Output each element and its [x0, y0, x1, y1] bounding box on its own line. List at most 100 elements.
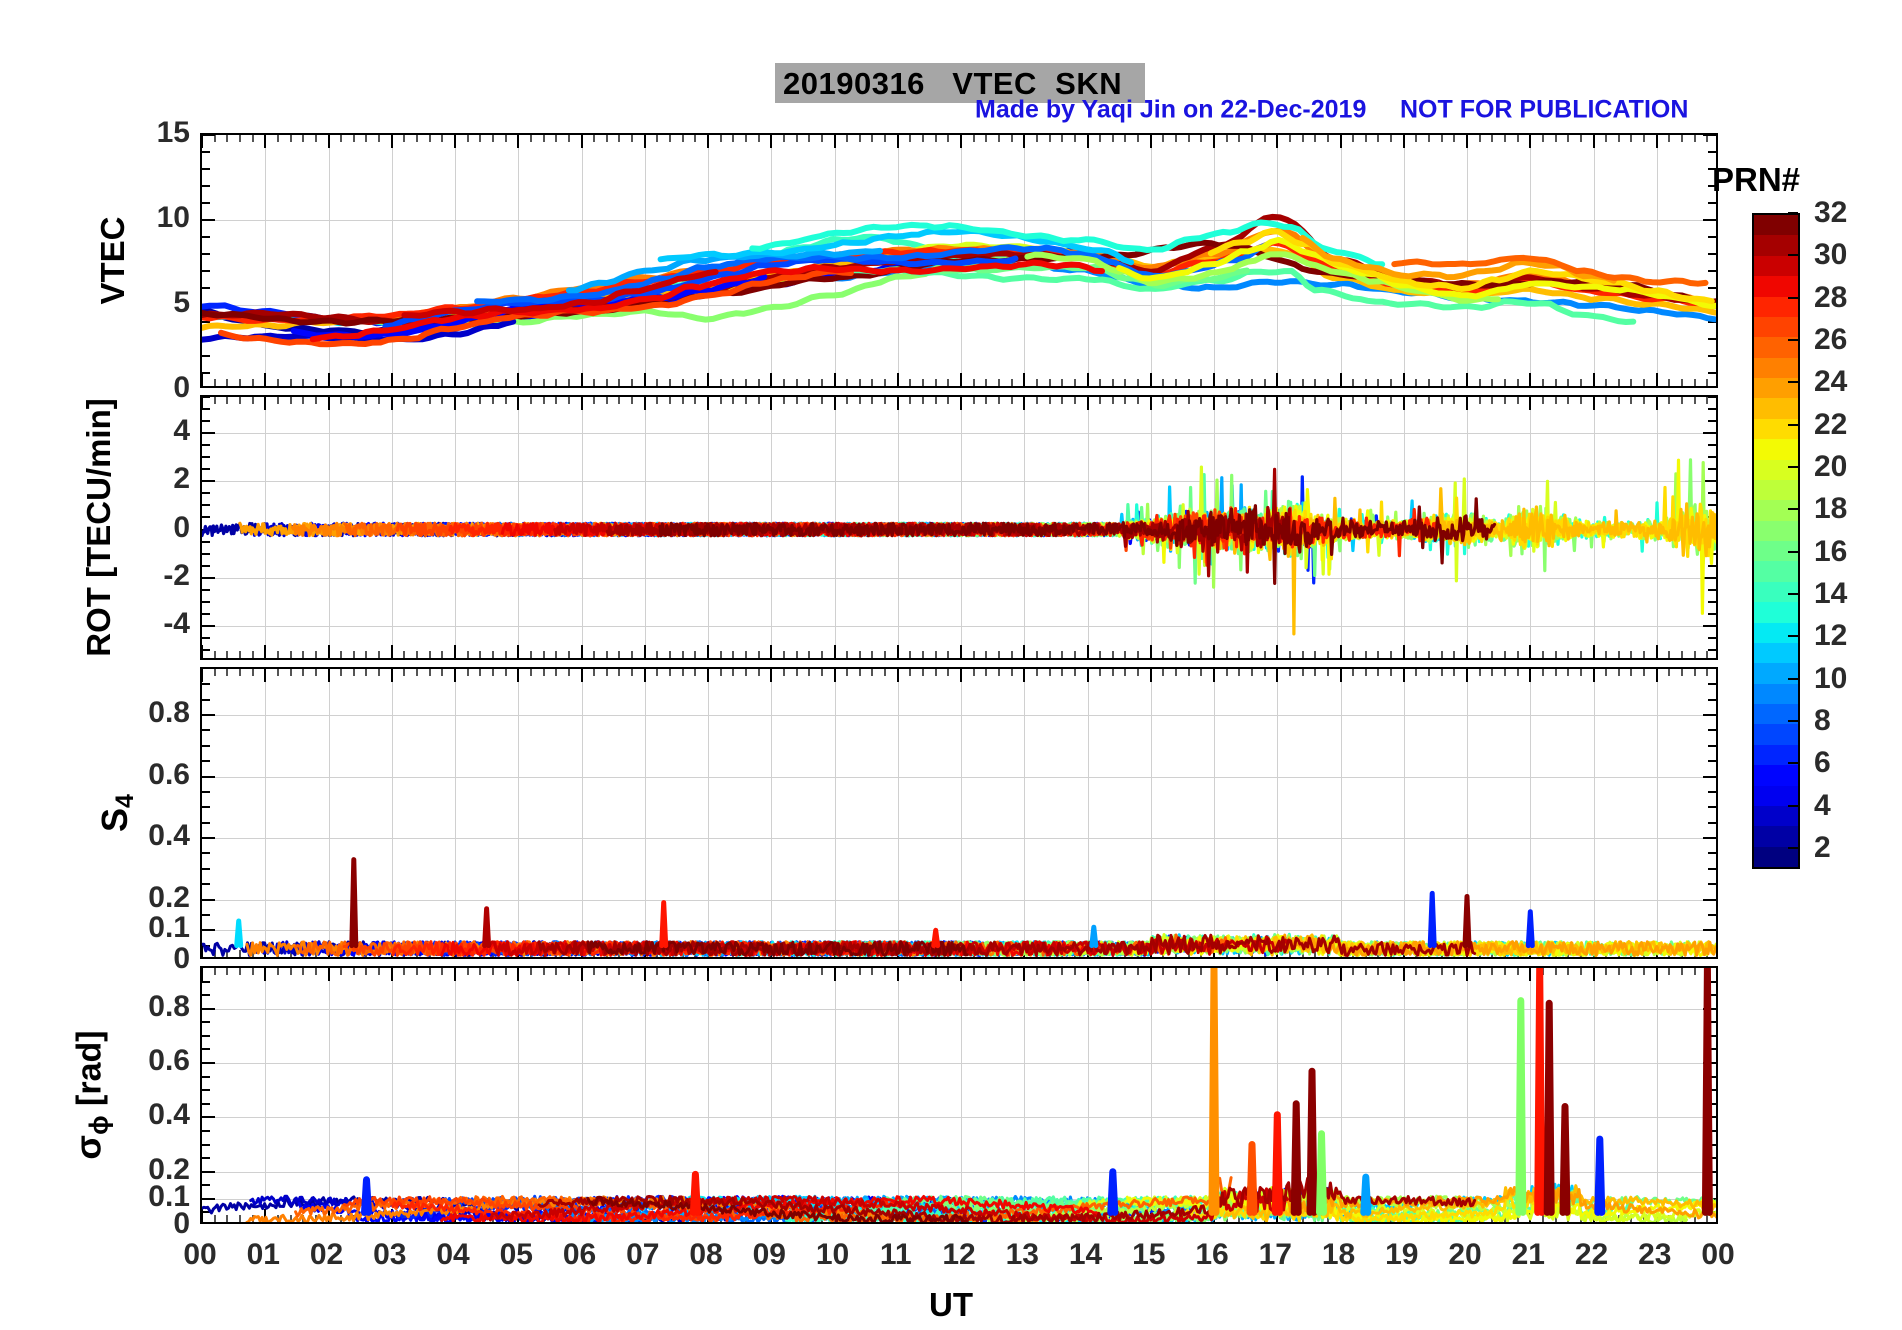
- axis-tick-minor: [1708, 287, 1716, 289]
- axis-tick: [1592, 373, 1595, 386]
- xtick-label: 18: [1321, 1238, 1356, 1271]
- axis-tick: [1086, 968, 1089, 981]
- axis-tick: [1655, 373, 1658, 386]
- xtick-label: 15: [1132, 1238, 1166, 1271]
- axis-tick-minor: [1491, 135, 1494, 142]
- axis-tick-minor: [1567, 651, 1570, 658]
- axis-tick-minor: [202, 588, 210, 591]
- axis-tick: [1339, 669, 1342, 682]
- axis-tick-minor: [846, 379, 849, 386]
- axis-tick-minor: [1708, 504, 1716, 507]
- axis-tick: [896, 135, 899, 148]
- axis-tick-minor: [314, 379, 317, 386]
- axis-tick-minor: [251, 651, 254, 658]
- axis-tick-minor: [466, 135, 469, 142]
- axis-tick-minor: [808, 669, 811, 676]
- axis-tick: [264, 1209, 267, 1222]
- axis-tick-minor: [732, 135, 735, 142]
- axis-tick-minor: [238, 379, 241, 386]
- xtick-label: 20: [1448, 1238, 1482, 1271]
- axis-tick-minor: [1708, 1021, 1716, 1024]
- gridline-vertical: [265, 135, 267, 386]
- data-traces: [202, 968, 1716, 1222]
- axis-tick-minor: [1073, 397, 1076, 404]
- axis-tick-minor: [314, 968, 317, 975]
- axis-tick: [1703, 432, 1716, 435]
- axis-tick-minor: [1364, 379, 1367, 386]
- axis-tick-minor: [757, 651, 760, 658]
- axis-tick: [643, 669, 646, 682]
- axis-tick-minor: [542, 379, 545, 386]
- axis-tick-minor: [593, 397, 596, 404]
- axis-tick: [327, 135, 330, 148]
- axis-tick-minor: [1390, 397, 1393, 404]
- axis-tick: [1592, 669, 1595, 682]
- axis-tick-minor: [378, 135, 381, 142]
- axis-tick-minor: [1390, 968, 1393, 975]
- gridline-vertical: [1024, 669, 1026, 957]
- axis-tick-minor: [1428, 379, 1431, 386]
- axis-tick-minor: [1326, 379, 1329, 386]
- axis-tick-minor: [858, 651, 861, 658]
- axis-tick: [1213, 135, 1215, 148]
- axis-tick-minor: [922, 379, 925, 386]
- axis-tick: [517, 135, 520, 148]
- xtick-label: 21: [1511, 1238, 1545, 1271]
- axis-tick-minor: [202, 236, 210, 238]
- colorbar-tick-label: 20: [1814, 449, 1848, 483]
- axis-tick-minor: [276, 968, 279, 975]
- colorbar-prn[interactable]: [1752, 213, 1800, 869]
- axis-tick-minor: [1073, 135, 1076, 142]
- axis-tick-minor: [1630, 135, 1633, 142]
- axis-tick-minor: [202, 913, 210, 916]
- axis-tick-minor: [605, 651, 608, 658]
- axis-tick-minor: [593, 379, 596, 386]
- axis-tick-minor: [1010, 669, 1013, 676]
- axis-tick-minor: [1111, 379, 1114, 386]
- axis-tick-minor: [1567, 379, 1570, 386]
- axis-tick-minor: [251, 669, 254, 676]
- axis-tick-minor: [947, 651, 950, 658]
- axis-tick-minor: [757, 379, 760, 386]
- axis-tick-minor: [555, 669, 558, 676]
- axis-tick-minor: [656, 968, 659, 975]
- axis-tick-minor: [1301, 397, 1304, 404]
- colorbar-segment: [1754, 378, 1798, 399]
- axis-tick-minor: [858, 968, 861, 975]
- axis-tick-minor: [669, 135, 672, 142]
- axis-tick-minor: [276, 651, 279, 658]
- gridline-horizontal: [202, 930, 1716, 932]
- gridline-horizontal: [202, 838, 1716, 840]
- axis-tick-minor: [466, 379, 469, 386]
- axis-tick-minor: [202, 185, 210, 187]
- axis-tick-minor: [1301, 669, 1304, 676]
- gridline-vertical: [455, 669, 456, 957]
- axis-tick-minor: [529, 651, 532, 658]
- axis-tick-minor: [1630, 379, 1633, 386]
- axis-tick: [1592, 397, 1595, 410]
- axis-tick-minor: [1352, 379, 1355, 386]
- axis-tick-minor: [1124, 397, 1127, 404]
- axis-tick-minor: [1137, 651, 1140, 658]
- axis-tick-minor: [1708, 202, 1716, 204]
- axis-tick-minor: [542, 135, 545, 142]
- axis-tick-minor: [479, 135, 482, 142]
- axis-tick-minor: [1124, 135, 1127, 142]
- axis-tick-minor: [202, 456, 210, 459]
- axis-tick-minor: [1390, 135, 1393, 142]
- axis-tick-minor: [1162, 397, 1165, 404]
- gridline-vertical: [897, 669, 899, 957]
- axis-tick-minor: [466, 669, 469, 676]
- axis-tick: [580, 373, 583, 386]
- axis-tick-minor: [238, 135, 241, 142]
- axis-tick-minor: [1048, 651, 1051, 658]
- axis-tick: [1466, 397, 1468, 410]
- axis-tick-minor: [1301, 379, 1304, 386]
- colorbar-tick: [1788, 592, 1798, 595]
- axis-tick-minor: [922, 135, 925, 142]
- axis-tick: [1402, 397, 1405, 410]
- axis-tick-minor: [858, 379, 861, 386]
- axis-tick-minor: [1314, 651, 1317, 658]
- axis-tick-minor: [213, 968, 216, 975]
- gridline-horizontal: [202, 220, 1716, 221]
